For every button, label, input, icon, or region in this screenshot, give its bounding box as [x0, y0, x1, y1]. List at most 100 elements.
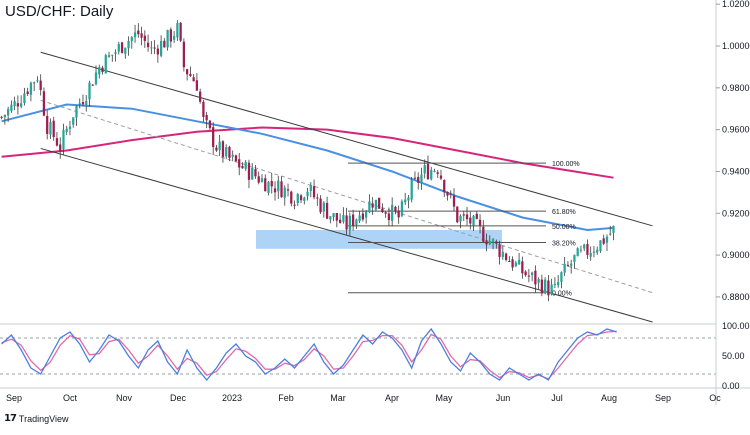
y-tick-label: 1.02000: [722, 0, 750, 9]
candle-up: [130, 37, 133, 42]
candle-up: [150, 47, 153, 49]
candle-down: [16, 103, 20, 107]
candle-up: [159, 40, 163, 56]
candle-down: [439, 175, 443, 179]
tradingview-logo[interactable]: 𝟭𝟳 TradingView: [4, 413, 68, 424]
candle-down: [205, 115, 208, 121]
fib-level-label: 0.00%: [552, 291, 572, 298]
sma-slow-line: [1, 126, 614, 179]
candle-down: [378, 197, 381, 209]
x-tick-label: 2023: [222, 393, 242, 403]
candle-up: [364, 211, 368, 218]
candle-down: [241, 165, 244, 169]
candle-down: [381, 208, 384, 213]
candle-up: [166, 30, 169, 48]
candle-down: [208, 120, 212, 129]
candle-up: [75, 106, 78, 118]
candle-down: [413, 177, 417, 179]
candle-up: [68, 126, 72, 130]
candle-down: [293, 204, 296, 206]
candle-down: [426, 163, 430, 180]
candle-down: [137, 30, 140, 35]
candle-up: [517, 259, 521, 265]
candle-down: [361, 213, 365, 220]
candle-up: [430, 169, 433, 180]
candle-up: [514, 262, 517, 266]
candle-down: [436, 172, 439, 174]
candle-up: [342, 214, 345, 222]
x-tick-label: Jul: [551, 393, 563, 403]
candle-up: [29, 82, 33, 95]
candle-up: [322, 202, 325, 212]
candle-up: [423, 165, 426, 174]
candle-down: [286, 189, 290, 191]
candle-down: [192, 77, 195, 82]
candle-up: [579, 249, 583, 251]
candle-down: [163, 40, 166, 48]
candle-up: [231, 154, 234, 157]
candle-down: [46, 115, 49, 134]
support-zone: [256, 230, 502, 249]
candle-down: [478, 219, 482, 226]
candle-up: [358, 215, 361, 222]
candle-up: [407, 197, 410, 201]
candle-down: [475, 213, 478, 219]
candle-up: [3, 115, 7, 118]
candle-up: [583, 244, 586, 249]
candle-up: [355, 219, 358, 226]
candle-up: [537, 278, 540, 283]
x-tick-label: Aug: [601, 393, 617, 403]
candle-up: [488, 240, 491, 245]
candle-up: [573, 254, 576, 262]
candle-down: [443, 180, 446, 193]
fib-level-label: 61.80%: [552, 209, 576, 216]
candle-down: [482, 226, 485, 242]
candle-up: [277, 180, 280, 192]
candle-up: [49, 122, 52, 135]
candle-up: [65, 128, 68, 132]
y-tick-label: 0.88000: [722, 292, 750, 302]
candle-down: [185, 69, 189, 75]
candle-up: [62, 129, 65, 150]
candle-down: [527, 275, 531, 277]
candle-up: [218, 141, 221, 151]
candle-down: [312, 186, 316, 198]
candle-up: [303, 197, 306, 201]
candle-up: [599, 240, 602, 252]
candle-up: [605, 236, 609, 243]
candle-down: [465, 214, 469, 220]
x-tick-label: Dec: [170, 393, 187, 403]
candle-down: [351, 214, 355, 226]
candle-down: [264, 178, 267, 192]
candle-down: [586, 244, 589, 255]
candle-up: [553, 283, 557, 285]
candle-down: [101, 67, 104, 72]
candle-up: [570, 263, 573, 266]
candle-up: [576, 248, 579, 257]
moving-average-layer: [1, 103, 614, 232]
candle-up: [332, 213, 335, 217]
candle-down: [273, 188, 277, 193]
candle-down: [52, 120, 55, 138]
candle-down: [215, 147, 218, 151]
candle-up: [306, 191, 309, 197]
x-tick-label: May: [435, 393, 453, 403]
fib-level-label: 100.00%: [552, 161, 580, 168]
candle-down: [449, 193, 452, 195]
candle-down: [81, 102, 85, 105]
x-tick-label: Sep: [655, 393, 671, 403]
stoch-d-line: [1, 330, 617, 380]
candle-down: [504, 253, 508, 261]
candle-up: [33, 82, 36, 84]
candle-up: [85, 100, 88, 106]
candle-up: [251, 167, 254, 180]
candle-down: [179, 22, 182, 41]
candle-down: [299, 195, 303, 201]
candle-up: [98, 67, 101, 75]
candle-up: [133, 32, 137, 38]
candle-up: [6, 109, 10, 116]
